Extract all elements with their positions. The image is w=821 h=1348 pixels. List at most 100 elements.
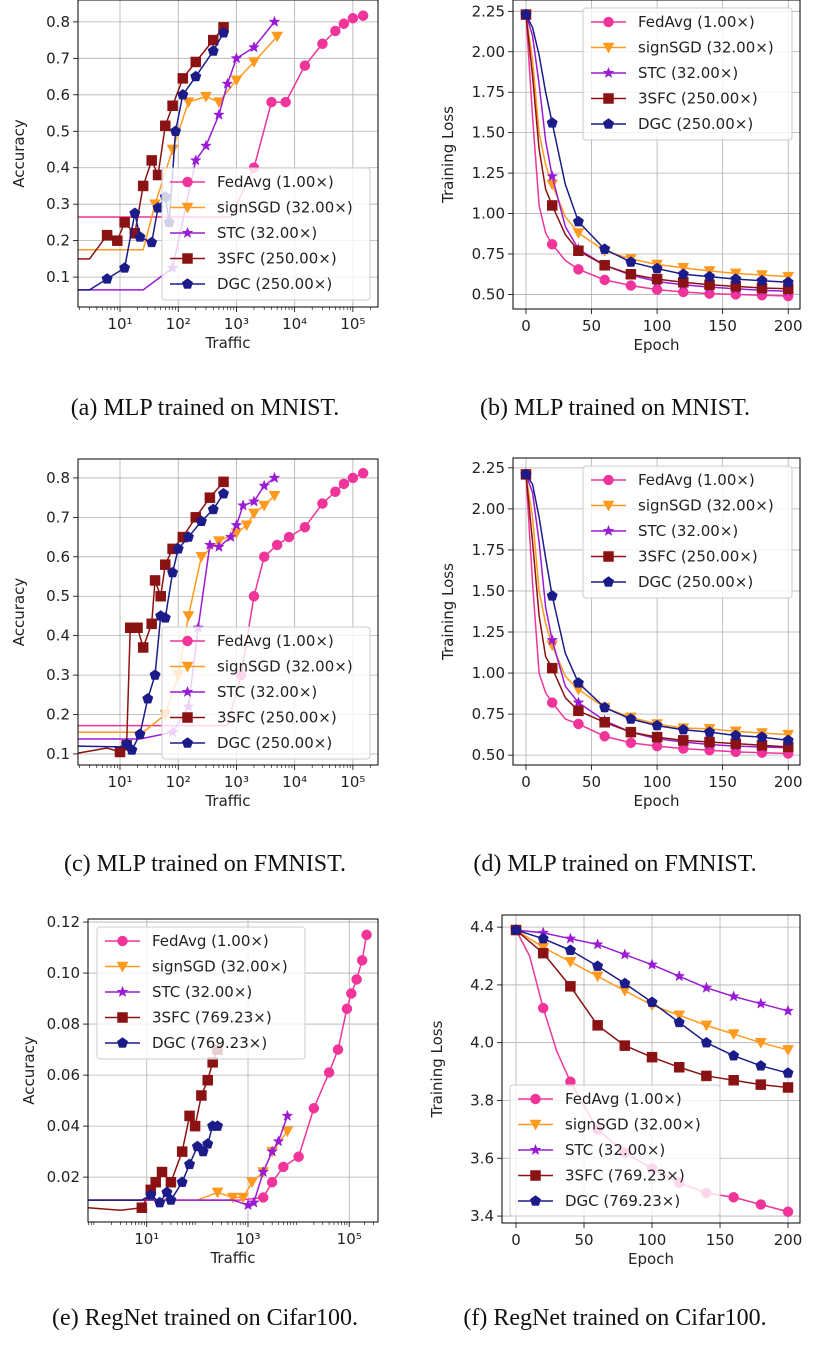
y-tick-label: 0.50 (472, 746, 505, 764)
legend-entry-fedavg: FedAvg (1.00×) (591, 13, 755, 31)
data-point (537, 1002, 549, 1014)
chart-2: 10¹ 10² 10³ 10⁴ 10⁵ 0.1 0.2 0.3 0.4 0.5 0.6 0.7 0.8 F… (10, 458, 379, 877)
legend-box (161, 626, 371, 760)
data-point (278, 1161, 289, 1173)
data-point (268, 471, 281, 483)
legend-marker (602, 576, 615, 587)
data-point (564, 944, 576, 955)
data-point (165, 1176, 177, 1188)
data-point (625, 280, 637, 291)
legend-marker (181, 737, 194, 748)
data-point (196, 1090, 207, 1101)
legend-entry-3sfc: 3SFC (250.00×) (170, 709, 337, 727)
series-fedavg (88, 929, 372, 1203)
legend-label: 3SFC (769.23×) (565, 1167, 685, 1185)
y-tick-label: 4.2 (470, 976, 494, 994)
data-point (202, 1138, 214, 1149)
y-tick-label: 0.75 (472, 705, 505, 723)
y-tick-label: 0.06 (47, 1066, 80, 1084)
y-tick-label: 3.6 (470, 1149, 494, 1167)
data-point (268, 490, 281, 502)
data-point (625, 713, 637, 724)
legend-entry-3sfc: 3SFC (250.00×) (591, 90, 758, 108)
data-point (546, 200, 558, 211)
legend: FedAvg (1.00×) signSGD (32.00×) STC (32.00… (161, 167, 371, 301)
legend-label: signSGD (32.00×) (638, 497, 774, 515)
legend-entry-fedavg: FedAvg (1.00×) (105, 932, 269, 950)
data-point (189, 154, 202, 166)
data-point (592, 960, 604, 971)
figure-caption: (d) MLP trained on FMNIST. (473, 851, 756, 877)
data-point (248, 495, 260, 507)
y-axis-label: Accuracy (10, 578, 28, 647)
data-point (246, 1177, 258, 1189)
legend-marker (117, 935, 128, 947)
data-point (177, 73, 189, 84)
legend-label: 3SFC (769.23×) (152, 1009, 272, 1027)
x-tick-label: 150 (708, 773, 737, 791)
x-tick-label: 10¹ (107, 315, 132, 333)
data-point (221, 77, 234, 89)
x-tick-label: 50 (574, 1231, 593, 1249)
data-point (149, 575, 161, 586)
plot-frame (87, 918, 379, 1223)
y-tick-label: 1.50 (472, 582, 505, 600)
data-point (167, 100, 178, 111)
series-dgc (78, 27, 230, 291)
x-axis-label: Epoch (634, 792, 680, 810)
series-dgc (510, 924, 794, 1078)
data-point (226, 1192, 239, 1204)
legend-entry-dgc: DGC (250.00×) (591, 115, 753, 133)
data-point (704, 270, 716, 282)
data-point (330, 486, 341, 497)
data-point (782, 1082, 794, 1093)
x-axis-label: Traffic (204, 792, 250, 810)
series-dgc (88, 1120, 224, 1208)
data-point (619, 1040, 631, 1051)
data-point (727, 990, 740, 1002)
legend-label: STC (32.00×) (565, 1141, 665, 1159)
y-axis-label: Accuracy (10, 119, 28, 188)
legend-entry-signsgd: signSGD (32.00×) (591, 497, 774, 515)
y-tick-label: 0.02 (47, 1168, 80, 1186)
data-point (755, 1079, 767, 1090)
legend-label: signSGD (32.00×) (152, 958, 288, 976)
y-tick-label: 0.3 (46, 195, 70, 213)
legend-marker (181, 226, 194, 239)
y-tick-label: 0.3 (46, 666, 70, 684)
data-point (149, 669, 161, 680)
data-point (283, 531, 295, 543)
data-point (782, 734, 794, 746)
legend-entry-stc: STC (32.00×) (105, 983, 252, 1001)
data-point (299, 60, 311, 71)
legend-entry-dgc: DGC (250.00×) (170, 275, 332, 293)
data-point (537, 932, 549, 944)
legend: FedAvg (1.00×) signSGD (32.00×) STC (32.00… (161, 626, 371, 760)
data-point (673, 970, 686, 982)
legend-label: 3SFC (250.00×) (638, 548, 758, 566)
data-point (520, 468, 532, 480)
data-point (203, 538, 216, 550)
data-point (195, 515, 207, 527)
data-point (573, 705, 584, 717)
plot-frame (77, 0, 379, 308)
y-tick-label: 2.25 (472, 2, 505, 20)
data-point (520, 8, 532, 20)
data-point (347, 12, 359, 24)
x-tick-label: 10² (166, 315, 191, 333)
legend-entry-signsgd: signSGD (32.00×) (518, 1116, 701, 1134)
data-point (170, 125, 182, 136)
data-point (356, 955, 368, 966)
data-point (176, 1146, 188, 1157)
data-point (728, 1192, 739, 1203)
legend: FedAvg (1.00×) signSGD (32.00×) STC (32.00… (582, 7, 793, 141)
legend-box (96, 926, 306, 1060)
legend-label: FedAvg (1.00×) (638, 13, 755, 31)
x-tick-label: 0 (511, 1231, 521, 1249)
figure-caption: (b) MLP trained on MNIST. (480, 395, 750, 421)
data-point (240, 520, 253, 532)
data-point (599, 731, 610, 742)
legend-label: 3SFC (250.00×) (217, 709, 337, 727)
data-point (212, 1120, 224, 1131)
